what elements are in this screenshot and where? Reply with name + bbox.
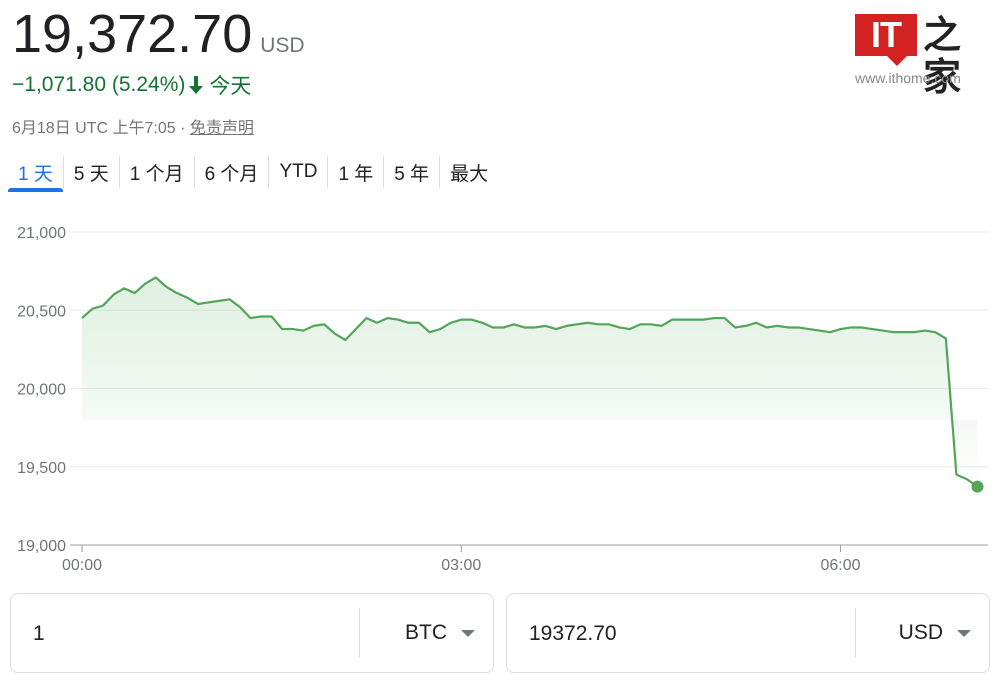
- tab-label: 5 天: [73, 163, 109, 185]
- series-line: [81, 276, 979, 488]
- tab-label: YTD: [279, 161, 318, 182]
- caret-down-icon: [461, 629, 475, 637]
- change-period: 今天: [209, 75, 252, 98]
- y-tick-label: 19,000: [17, 538, 66, 555]
- tab-1-year[interactable]: 1 年: [328, 150, 383, 194]
- tab-divider: [439, 156, 441, 188]
- logo-cn-text: 之家: [923, 12, 962, 99]
- quote-timestamp: 6月18日 UTC 上午7:05: [12, 120, 176, 137]
- tab-label: 最大: [450, 163, 489, 185]
- tab-1-month[interactable]: 1 个月: [120, 150, 194, 194]
- converter-from: BTC: [10, 593, 494, 674]
- logo-mark: IT: [855, 14, 917, 56]
- range-tabs: 1 天 5 天 1 个月 6 个月 YTD 1 年 5 年 最大: [8, 150, 498, 194]
- tab-divider: [327, 156, 329, 188]
- last-price-point: [971, 480, 984, 493]
- y-tick-label: 20,500: [17, 303, 66, 320]
- x-tick-label: 00:00: [62, 557, 102, 574]
- disclaimer-link[interactable]: 免责声明: [189, 120, 254, 137]
- converter-divider: [359, 608, 360, 658]
- tab-5-day[interactable]: 5 天: [64, 150, 119, 194]
- tab-label: 1 天: [18, 163, 53, 185]
- x-tick-label: 06:00: [820, 557, 860, 574]
- from-unit-label: BTC: [405, 621, 447, 644]
- converter-to: USD: [506, 593, 990, 674]
- tab-1-day[interactable]: 1 天: [8, 150, 63, 194]
- price-header: 19,372.70 USD: [12, 2, 305, 66]
- price-currency: USD: [260, 34, 305, 57]
- x-tick-label: 03:00: [441, 557, 481, 574]
- arrow-down-icon: [189, 76, 204, 94]
- price-change-row: −1,071.80 (5.24%) 今天: [12, 70, 251, 100]
- from-amount-input[interactable]: [31, 594, 335, 674]
- from-unit-select[interactable]: BTC: [371, 594, 493, 672]
- y-tick-label: 20,000: [17, 382, 66, 399]
- tab-label: 5 年: [394, 163, 430, 185]
- tab-5-year[interactable]: 5 年: [384, 150, 439, 194]
- converter-divider: [855, 608, 856, 658]
- to-unit-select[interactable]: USD: [867, 594, 989, 672]
- logo-url: www.ithome.com: [855, 70, 961, 86]
- to-amount-input[interactable]: [527, 594, 831, 674]
- current-price: 19,372.70: [12, 4, 253, 64]
- tab-divider: [193, 156, 195, 188]
- y-tick-label: 19,500: [17, 460, 66, 477]
- tab-max[interactable]: 最大: [440, 150, 498, 194]
- meta-separator: ·: [175, 120, 190, 137]
- caret-down-icon: [957, 629, 971, 637]
- ithome-logo: IT 之家 www.ithome.com: [855, 14, 985, 98]
- tab-divider: [118, 156, 120, 188]
- tab-divider: [62, 156, 64, 188]
- logo-mark-tail: [887, 56, 907, 66]
- tab-6-month[interactable]: 6 个月: [195, 150, 269, 194]
- to-unit-label: USD: [898, 621, 943, 644]
- tab-divider: [268, 156, 270, 188]
- tab-label: 6 个月: [204, 163, 259, 185]
- series-area: [82, 277, 978, 487]
- price-change: −1,071.80 (5.24%): [12, 73, 186, 96]
- tab-ytd[interactable]: YTD: [269, 150, 327, 194]
- tab-divider: [383, 156, 385, 188]
- tab-label: 1 个月: [129, 163, 184, 185]
- price-chart[interactable]: 21,000 20,500 20,000 19,500 19,000 00:00 03:00…: [0, 215, 995, 575]
- quote-meta: 6月18日 UTC 上午7:05 · 免责声明: [12, 114, 254, 138]
- y-tick-label: 21,000: [17, 225, 66, 242]
- tab-label: 1 年: [338, 163, 374, 185]
